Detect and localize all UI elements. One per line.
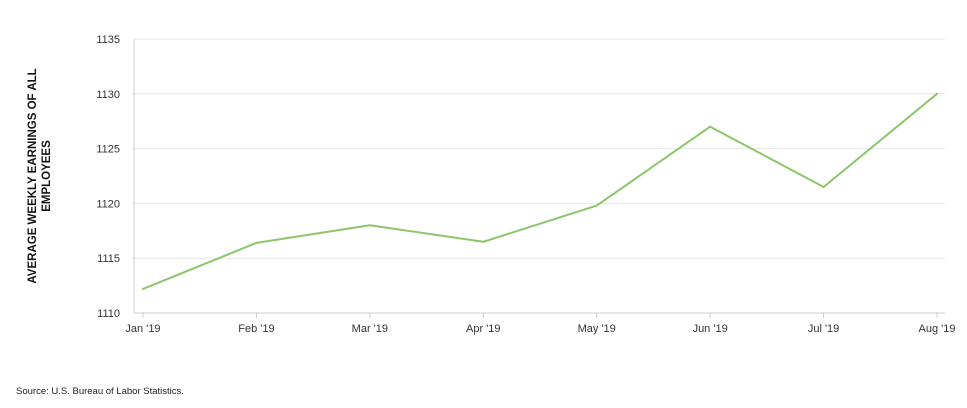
- data-point: [482, 240, 485, 243]
- x-tick-label: Jan '19: [125, 323, 160, 335]
- x-tick-label: Aug '19: [919, 323, 956, 335]
- data-point: [368, 224, 371, 227]
- data-point: [822, 185, 825, 188]
- series-layer: [142, 92, 938, 290]
- x-tick-label: Jul '19: [808, 323, 839, 335]
- data-point: [142, 287, 144, 290]
- y-tick-label: 1125: [96, 144, 120, 156]
- y-tick-label: 1115: [97, 253, 120, 265]
- y-axis-label-line: EMPLOYEES: [41, 140, 53, 212]
- source-note: Source: U.S. Bureau of Labor Statistics.: [16, 386, 184, 397]
- axes: [133, 39, 945, 318]
- y-axis-label-line: AVERAGE WEEKLY EARNINGS OF ALL: [27, 68, 39, 283]
- data-point: [936, 92, 938, 95]
- data-point: [595, 204, 598, 207]
- y-axis-label: AVERAGE WEEKLY EARNINGS OF ALL EMPLOYEES: [27, 68, 53, 283]
- y-tick-labels: 1110 1115 1120 1125 1130 1135: [96, 34, 120, 320]
- gridlines: [134, 38, 945, 259]
- line-chart: 1110 1115 1120 1125 1130 1135 Jan '19 Feb '19 M…: [27, 34, 955, 335]
- x-tick-label: Apr '19: [466, 323, 501, 335]
- y-tick-label: 1130: [96, 89, 120, 101]
- x-tick-label: May '19: [578, 323, 616, 335]
- x-tick-labels: Jan '19 Feb '19 Mar '19 Apr '19 May '19 Jun '…: [125, 323, 955, 335]
- y-tick-label: 1135: [96, 34, 120, 46]
- data-point: [709, 125, 712, 128]
- x-tick-label: Jun '19: [693, 323, 728, 335]
- y-tick-label: 1120: [96, 198, 120, 210]
- data-point: [255, 241, 258, 244]
- x-tick-label: Feb '19: [238, 323, 274, 335]
- x-tick-label: Mar '19: [352, 323, 388, 335]
- y-tick-label: 1110: [97, 308, 120, 320]
- series-line: [142, 92, 938, 290]
